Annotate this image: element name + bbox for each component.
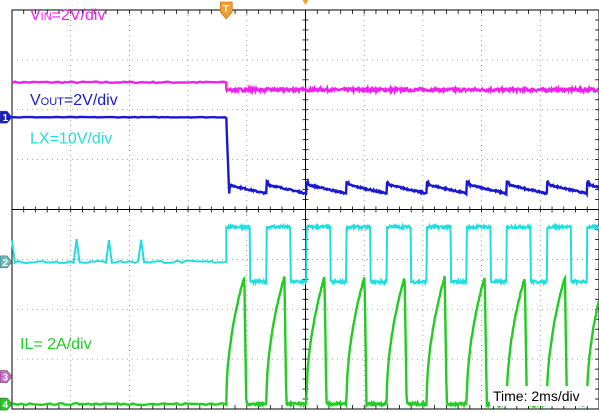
- trace-vin: [11, 80, 599, 96]
- label-vin-sub: IN: [41, 11, 52, 23]
- label-il: IL= 2A/div: [20, 336, 92, 353]
- marker-channel-3-shape: [0, 370, 13, 383]
- marker-vout-shape: [0, 110, 13, 124]
- marker-vout-text: 1: [3, 113, 9, 124]
- marker-il-text: 4: [3, 400, 9, 411]
- label-lx: LX=10V/div: [30, 131, 112, 148]
- label-il-main: IL= 2A/div: [20, 336, 92, 353]
- channel-markers: 1 2 4 3 T: [0, 0, 309, 411]
- label-vout: VOUT=2V/div: [30, 92, 118, 109]
- center-time-marker: [302, 0, 309, 5]
- trigger-marker: T: [219, 1, 233, 20]
- marker-lx: 2: [0, 255, 13, 269]
- marker-il-shape: [0, 397, 13, 411]
- label-vout-sub: OUT: [41, 96, 65, 108]
- trace-vout: [11, 115, 599, 198]
- label-vin: VIN=2V/div: [30, 7, 105, 24]
- trace-lx: [11, 222, 599, 287]
- label-vout-rest: =2V/div: [64, 92, 118, 109]
- label-vin-rest: =2V/div: [52, 7, 106, 24]
- label-vout-main: V: [30, 92, 41, 109]
- trigger-marker-shape: [219, 1, 233, 20]
- label-lx-main: LX=10V/div: [30, 131, 112, 148]
- marker-channel-3-text: 3: [3, 373, 9, 384]
- label-vin-main: V: [30, 7, 41, 24]
- time-base-label-box: Time: 2ms/div: [490, 386, 594, 406]
- marker-vout: 1: [0, 110, 13, 124]
- trigger-marker-text: T: [223, 4, 229, 15]
- marker-lx-text: 2: [3, 258, 9, 269]
- time-base-label: Time: 2ms/div: [493, 388, 580, 404]
- grid: [11, 9, 599, 410]
- marker-lx-shape: [0, 255, 13, 269]
- marker-il: 4: [0, 397, 13, 411]
- marker-channel-3: 3: [0, 370, 13, 384]
